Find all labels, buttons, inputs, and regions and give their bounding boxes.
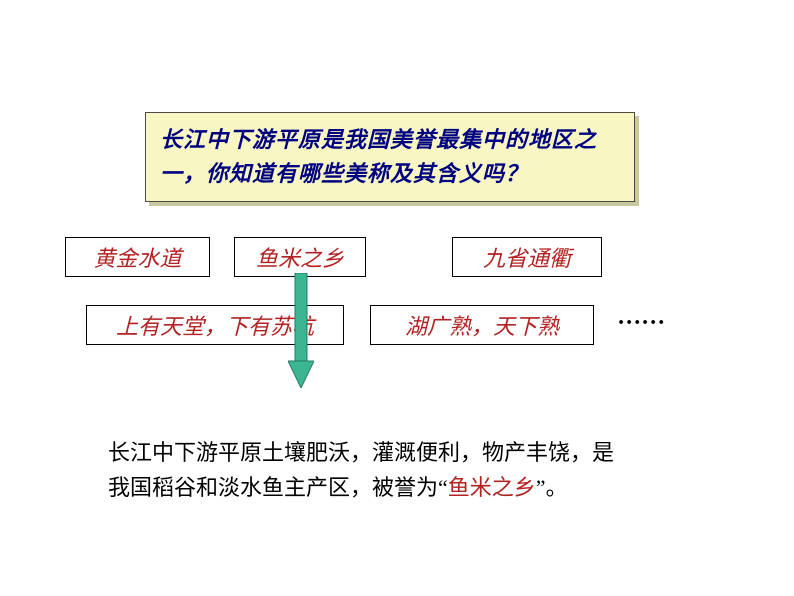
box-fish-rice: 鱼米之乡 — [234, 237, 366, 277]
down-arrow — [288, 273, 314, 388]
box-nine-provinces: 九省通衢 — [452, 237, 602, 277]
highlight-fish-rice: 鱼米之乡 — [448, 475, 536, 500]
box-label: 黄金水道 — [93, 241, 181, 273]
body-line-1: 长江中下游平原土壤肥沃，灌溉便利，物产丰饶，是 — [108, 435, 614, 470]
box-label: 上有天堂，下有苏杭 — [116, 309, 314, 341]
title-box: 长江中下游平原是我国美誉最集中的地区之一，你知道有哪些美称及其含义吗？ — [145, 112, 635, 202]
box-golden-waterway: 黄金水道 — [65, 237, 210, 277]
title-text: 长江中下游平原是我国美誉最集中的地区之一，你知道有哪些美称及其含义吗？ — [160, 123, 620, 191]
box-label: 鱼米之乡 — [256, 241, 344, 273]
ellipsis-text: …… — [618, 304, 666, 331]
body-line-2: 我国稻谷和淡水鱼主产区，被誉为“鱼米之乡”。 — [108, 470, 568, 505]
box-label: 湖广熟，天下熟 — [405, 309, 559, 341]
box-label: 九省通衢 — [483, 241, 571, 273]
arrow-icon — [288, 273, 314, 388]
box-huguang-harvest: 湖广熟，天下熟 — [370, 305, 594, 345]
